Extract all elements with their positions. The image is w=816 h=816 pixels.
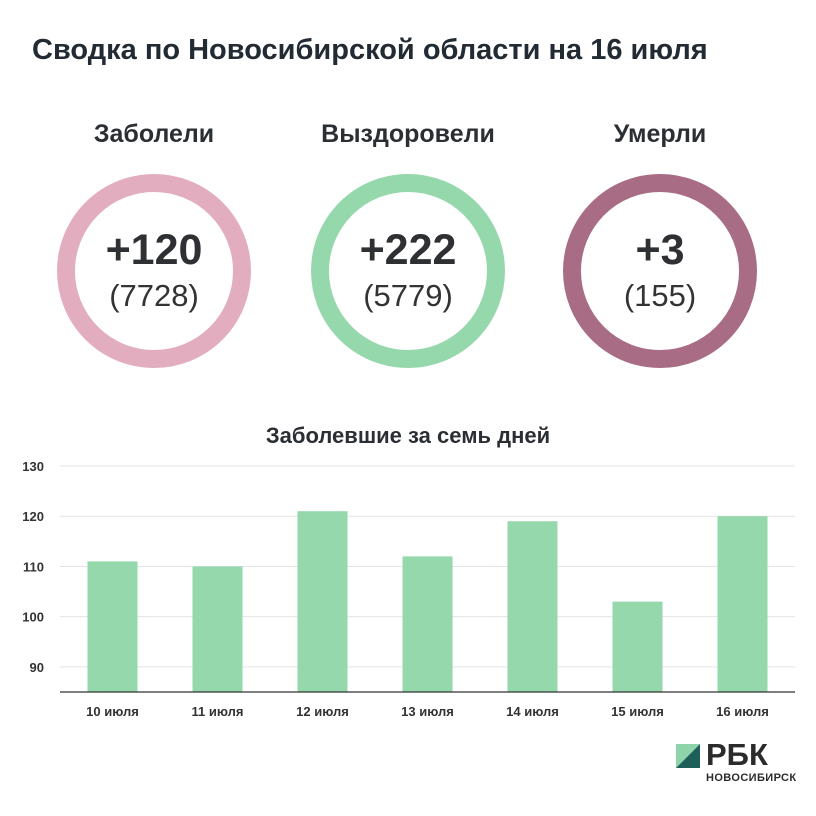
x-tick-label: 11 июля	[192, 704, 244, 719]
stat-delta: +222	[359, 226, 457, 274]
stat-delta: +120	[105, 226, 203, 274]
x-tick-label: 12 июля	[296, 704, 349, 719]
bar	[87, 561, 138, 692]
stat-recovered: Выздоровели +222 (5779)	[298, 112, 518, 368]
page-title: Сводка по Новосибирской области на 16 ию…	[32, 34, 708, 66]
stat-label: Выздоровели	[321, 120, 495, 148]
bar	[192, 566, 243, 692]
x-tick-label: 16 июля	[716, 704, 769, 719]
stat-delta: +3	[635, 226, 685, 274]
stat-infected: Заболели +120 (7728)	[44, 112, 264, 368]
bar-chart: 90 100 110 120 130 10 июля 11 июля 12 июля 13 ию…	[22, 459, 795, 719]
stat-ring: +222 (5779)	[311, 174, 505, 368]
y-tick-label: 90	[30, 660, 44, 675]
stat-total: (155)	[623, 278, 697, 313]
logo-subtitle: НОВОСИБИРСК	[706, 772, 797, 784]
bar	[297, 511, 348, 692]
x-tick-label: 14 июля	[506, 704, 559, 719]
logo-mark-icon	[676, 744, 700, 768]
y-tick-label: 120	[22, 509, 44, 524]
y-tick-label: 110	[23, 559, 44, 574]
x-tick-label: 10 июля	[86, 704, 139, 719]
bar	[402, 556, 453, 692]
stat-ring: +3 (155)	[563, 174, 757, 368]
stat-label: Заболели	[93, 120, 215, 148]
stat-died: Умерли +3 (155)	[550, 112, 770, 368]
rbc-logo: РБК НОВОСИБИРСК	[676, 738, 806, 788]
bar	[717, 516, 768, 692]
stat-ring: +120 (7728)	[57, 174, 251, 368]
x-tick-label: 15 июля	[611, 704, 664, 719]
y-tick-label: 100	[22, 610, 44, 625]
bar	[507, 521, 558, 692]
logo-name: РБК	[706, 737, 768, 772]
y-tick-label: 130	[22, 459, 44, 474]
stat-label: Умерли	[613, 120, 707, 148]
chart-title: Заболевшие за семь дней	[265, 423, 551, 448]
stat-total: (5779)	[363, 278, 453, 313]
bar	[612, 601, 663, 692]
x-tick-label: 13 июля	[401, 704, 454, 719]
stat-total: (7728)	[109, 278, 199, 313]
